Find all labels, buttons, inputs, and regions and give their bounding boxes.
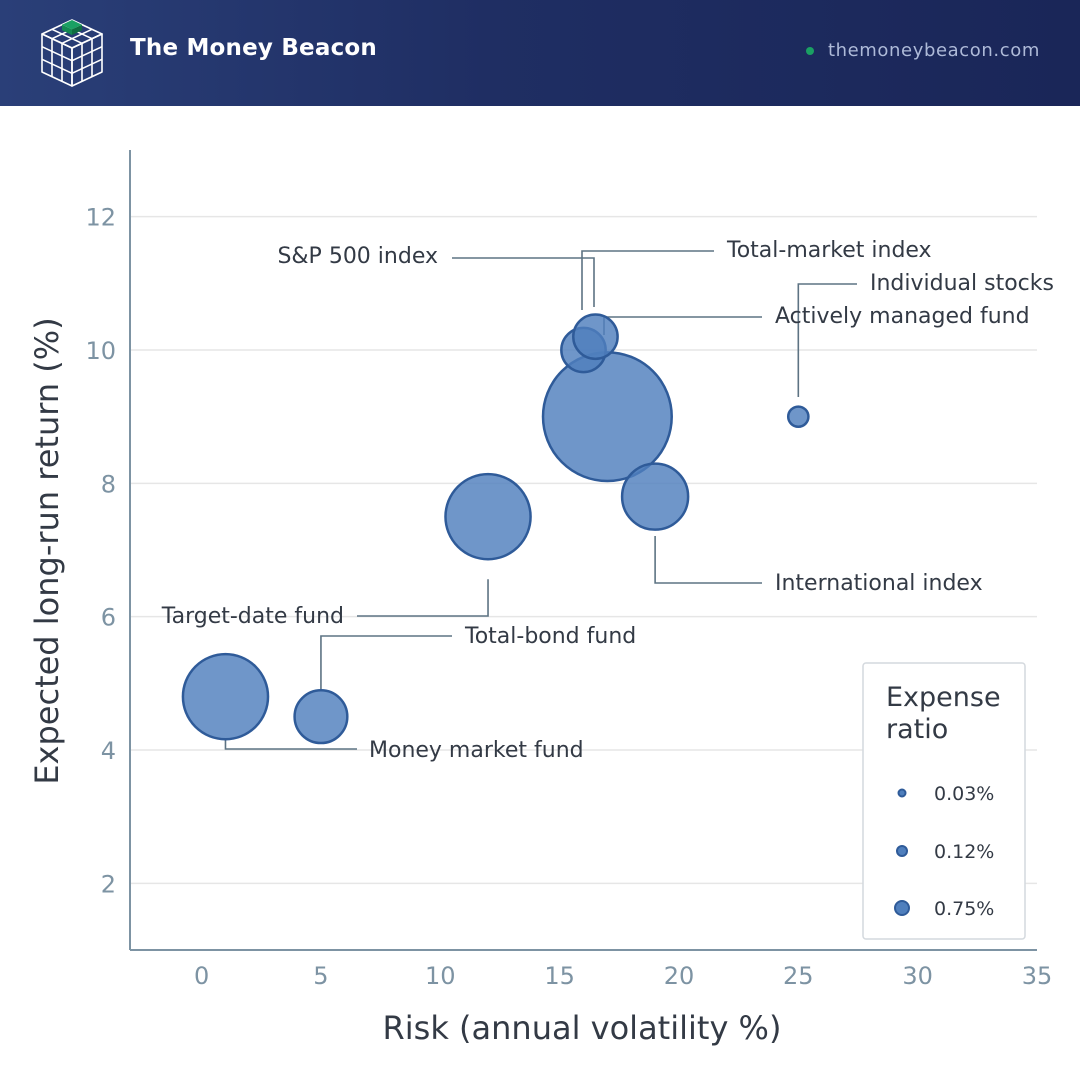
bubbles — [181, 313, 810, 745]
x-axis-title: Risk (annual volatility %) — [383, 1009, 782, 1047]
data-bubble — [541, 351, 673, 483]
axes: 2 4 6 8 10 12 0 5 10 15 20 25 30 35 — [85, 150, 1052, 990]
data-bubble — [293, 689, 349, 745]
point-label: International index — [775, 571, 983, 596]
legend-label: 0.03% — [934, 783, 994, 805]
cube-logo-icon — [41, 19, 103, 87]
data-bubble — [620, 462, 690, 531]
legend-label: 0.12% — [934, 841, 994, 863]
data-bubble — [786, 405, 810, 429]
y-tick-label: 2 — [101, 870, 116, 898]
leader-line — [224, 739, 357, 750]
point-label: Money market fund — [369, 738, 584, 763]
y-tick-label: 12 — [85, 204, 116, 232]
annotation-leaders — [224, 250, 857, 750]
x-tick-label: 25 — [783, 962, 814, 990]
leader-line — [797, 283, 857, 397]
legend-marker — [894, 900, 910, 916]
point-label: Target-date fund — [161, 604, 344, 629]
legend-title-line2: ratio — [886, 714, 948, 745]
y-tick-label: 6 — [101, 604, 116, 632]
point-label: Total-market index — [726, 238, 932, 263]
legend-title-line1: Expense — [886, 682, 1001, 713]
site-url[interactable]: themoneybeacon.com — [805, 40, 1040, 61]
legend-marker — [896, 845, 908, 857]
point-label: Individual stocks — [870, 271, 1054, 296]
site-url-text: themoneybeacon.com — [827, 40, 1040, 61]
legend-marker — [897, 788, 907, 798]
annotation-labels: Money market fund Total-bond fund Target-d… — [161, 238, 1054, 763]
data-bubble — [181, 652, 270, 741]
brand-name: The Money Beacon — [130, 35, 377, 61]
x-tick-label: 15 — [544, 962, 575, 990]
x-tick-label: 0 — [194, 962, 209, 990]
x-tick-label: 20 — [664, 962, 695, 990]
point-label: Actively managed fund — [775, 304, 1030, 329]
status-dot-icon — [805, 46, 814, 55]
data-bubble — [444, 472, 532, 561]
leader-line — [654, 536, 762, 584]
leader-line — [603, 316, 762, 335]
x-tick-label: 10 — [425, 962, 456, 990]
data-bubble — [572, 313, 619, 361]
point-label: Total-bond fund — [464, 624, 636, 649]
x-tick-label: 35 — [1022, 962, 1053, 990]
legend-box — [862, 662, 1026, 940]
header-bar: The Money Beacon themoneybeacon.com — [0, 0, 1080, 106]
leader-line — [320, 635, 452, 691]
y-tick-label: 8 — [101, 470, 116, 498]
y-tick-label: 4 — [101, 737, 116, 765]
x-tick-label: 5 — [313, 962, 328, 990]
point-label: S&P 500 index — [277, 244, 438, 269]
leader-line — [452, 257, 595, 307]
legend-label: 0.75% — [934, 898, 994, 920]
y-tick-label: 10 — [85, 337, 116, 365]
y-axis-title: Expected long-run return (%) — [28, 317, 66, 784]
x-tick-label: 30 — [902, 962, 933, 990]
leader-line — [581, 250, 714, 310]
leader-line — [357, 579, 489, 617]
